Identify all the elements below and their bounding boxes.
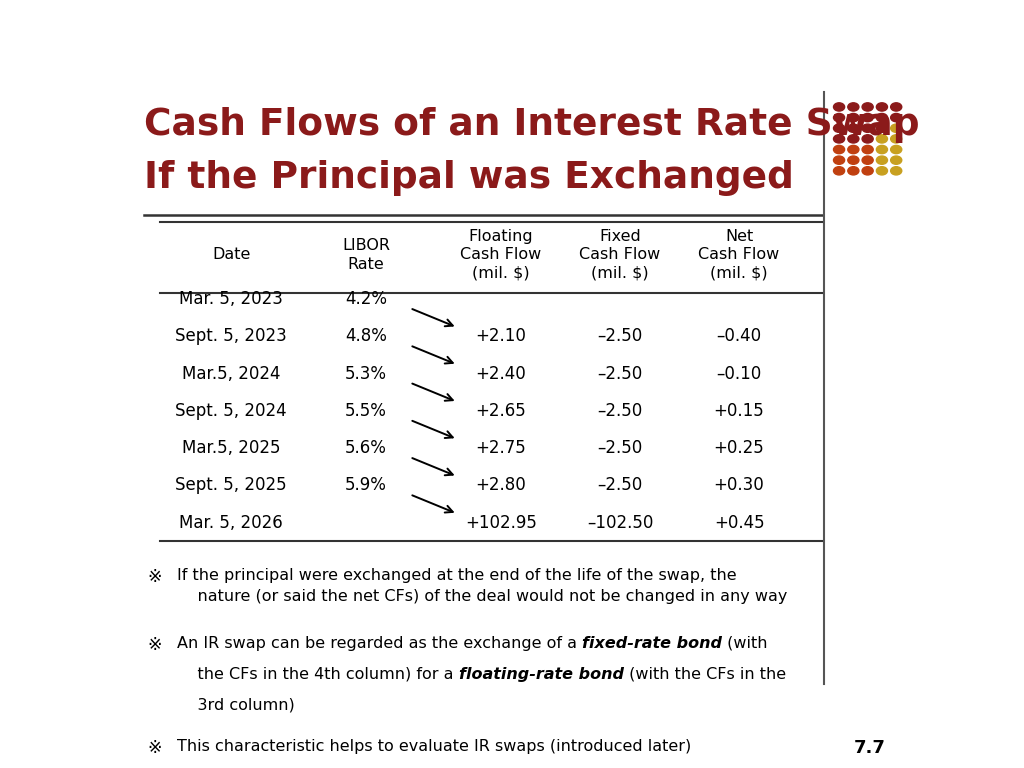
Circle shape xyxy=(862,103,873,111)
Text: Net
Cash Flow
(mil. $): Net Cash Flow (mil. $) xyxy=(698,229,779,281)
Text: ※: ※ xyxy=(147,636,163,654)
Circle shape xyxy=(877,124,888,132)
Circle shape xyxy=(862,124,873,132)
Text: ※: ※ xyxy=(147,740,163,757)
Text: the CFs in the 4th column) for a: the CFs in the 4th column) for a xyxy=(177,667,459,682)
Text: This characteristic helps to evaluate IR swaps (introduced later): This characteristic helps to evaluate IR… xyxy=(177,740,691,754)
Text: 5.9%: 5.9% xyxy=(345,476,387,495)
Text: +0.30: +0.30 xyxy=(714,476,765,495)
Text: Cash Flows of an Interest Rate Swap: Cash Flows of an Interest Rate Swap xyxy=(143,107,920,143)
Text: Sept. 5, 2025: Sept. 5, 2025 xyxy=(175,476,287,495)
Text: If the principal were exchanged at the end of the life of the swap, the
    natu: If the principal were exchanged at the e… xyxy=(177,568,787,604)
Text: 4.8%: 4.8% xyxy=(345,327,387,346)
Text: 5.5%: 5.5% xyxy=(345,402,387,420)
Circle shape xyxy=(891,114,902,121)
Circle shape xyxy=(834,114,845,121)
Text: Mar. 5, 2026: Mar. 5, 2026 xyxy=(179,514,283,531)
Text: An IR swap can be regarded as the exchange of a: An IR swap can be regarded as the exchan… xyxy=(177,636,583,651)
Circle shape xyxy=(834,156,845,164)
Text: –2.50: –2.50 xyxy=(597,476,643,495)
Circle shape xyxy=(862,145,873,154)
Text: floating-rate bond: floating-rate bond xyxy=(459,667,624,682)
Text: (with: (with xyxy=(722,636,768,651)
Circle shape xyxy=(877,156,888,164)
Text: –2.50: –2.50 xyxy=(597,439,643,457)
Circle shape xyxy=(848,114,859,121)
Text: –0.40: –0.40 xyxy=(717,327,762,346)
Circle shape xyxy=(834,103,845,111)
Circle shape xyxy=(834,145,845,154)
Circle shape xyxy=(834,124,845,132)
Text: Floating
Cash Flow
(mil. $): Floating Cash Flow (mil. $) xyxy=(461,229,542,281)
Circle shape xyxy=(891,145,902,154)
Text: Sept. 5, 2024: Sept. 5, 2024 xyxy=(175,402,287,420)
Text: –102.50: –102.50 xyxy=(587,514,653,531)
Circle shape xyxy=(862,134,873,143)
Text: –2.50: –2.50 xyxy=(597,365,643,382)
Text: 3rd column): 3rd column) xyxy=(177,697,295,713)
Text: +2.65: +2.65 xyxy=(475,402,526,420)
Text: +102.95: +102.95 xyxy=(465,514,537,531)
Circle shape xyxy=(891,156,902,164)
Text: Date: Date xyxy=(212,247,250,263)
Circle shape xyxy=(862,156,873,164)
Text: –2.50: –2.50 xyxy=(597,327,643,346)
Circle shape xyxy=(848,124,859,132)
Circle shape xyxy=(891,124,902,132)
Circle shape xyxy=(862,114,873,121)
Text: +2.40: +2.40 xyxy=(475,365,526,382)
Circle shape xyxy=(877,145,888,154)
Text: If the Principal was Exchanged: If the Principal was Exchanged xyxy=(143,161,794,196)
Text: 4.2%: 4.2% xyxy=(345,290,387,308)
Text: 5.3%: 5.3% xyxy=(345,365,387,382)
Circle shape xyxy=(848,145,859,154)
Circle shape xyxy=(848,134,859,143)
Circle shape xyxy=(848,103,859,111)
Circle shape xyxy=(848,167,859,175)
Circle shape xyxy=(834,134,845,143)
Text: +2.75: +2.75 xyxy=(475,439,526,457)
Text: +0.15: +0.15 xyxy=(714,402,765,420)
Text: fixed-rate bond: fixed-rate bond xyxy=(583,636,722,651)
Circle shape xyxy=(877,103,888,111)
Text: –2.50: –2.50 xyxy=(597,402,643,420)
Text: (with the CFs in the: (with the CFs in the xyxy=(624,667,786,682)
Circle shape xyxy=(891,167,902,175)
Text: –0.10: –0.10 xyxy=(717,365,762,382)
Text: +2.10: +2.10 xyxy=(475,327,526,346)
Text: 5.6%: 5.6% xyxy=(345,439,387,457)
Circle shape xyxy=(862,167,873,175)
Text: +2.80: +2.80 xyxy=(475,476,526,495)
Text: Mar.5, 2025: Mar.5, 2025 xyxy=(182,439,281,457)
Text: Fixed
Cash Flow
(mil. $): Fixed Cash Flow (mil. $) xyxy=(580,229,660,281)
Circle shape xyxy=(848,156,859,164)
Circle shape xyxy=(877,134,888,143)
Text: LIBOR
Rate: LIBOR Rate xyxy=(342,238,390,272)
Text: +0.25: +0.25 xyxy=(714,439,765,457)
Text: ※: ※ xyxy=(147,568,163,586)
Text: Mar.5, 2024: Mar.5, 2024 xyxy=(182,365,281,382)
Circle shape xyxy=(891,103,902,111)
Text: 7.7: 7.7 xyxy=(854,740,886,757)
Text: Sept. 5, 2023: Sept. 5, 2023 xyxy=(175,327,287,346)
Circle shape xyxy=(891,134,902,143)
Circle shape xyxy=(877,114,888,121)
Circle shape xyxy=(834,167,845,175)
Circle shape xyxy=(877,167,888,175)
Text: Mar. 5, 2023: Mar. 5, 2023 xyxy=(179,290,283,308)
Text: +0.45: +0.45 xyxy=(714,514,764,531)
